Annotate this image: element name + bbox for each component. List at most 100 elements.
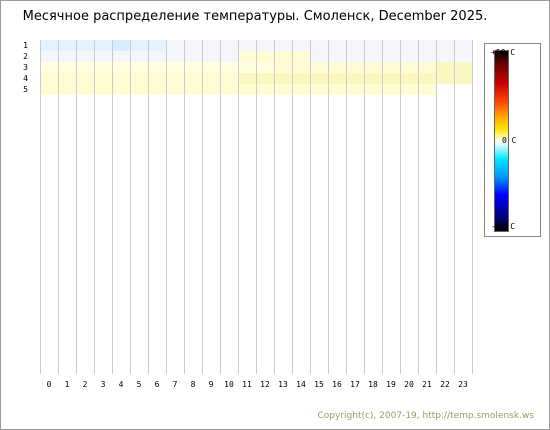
heatmap-cell <box>418 40 436 51</box>
x-tick-label: 13 <box>278 380 288 389</box>
heatmap-cell <box>148 51 166 62</box>
heatmap-cell <box>40 73 58 84</box>
heatmap-cell <box>292 73 310 84</box>
heatmap-cell <box>382 73 400 84</box>
heatmap-cell <box>184 62 202 73</box>
heatmap-cell <box>274 84 292 95</box>
heatmap-cell <box>184 84 202 95</box>
heatmap-cell <box>364 40 382 51</box>
x-tick-label: 0 <box>47 380 52 389</box>
heatmap-cell <box>364 84 382 95</box>
x-tick-label: 7 <box>173 380 178 389</box>
x-tick-label: 21 <box>422 380 432 389</box>
heatmap-cell <box>328 40 346 51</box>
heatmap-cell <box>364 51 382 62</box>
x-tick-label: 22 <box>440 380 450 389</box>
heatmap-cell <box>58 84 76 95</box>
heatmap-cell <box>184 40 202 51</box>
heatmap-cell <box>238 51 256 62</box>
heatmap-cell <box>346 62 364 73</box>
heatmap-cell <box>112 62 130 73</box>
x-tick-label: 23 <box>458 380 468 389</box>
heatmap-cell <box>292 84 310 95</box>
heatmap-cell <box>256 62 274 73</box>
heatmap-cell <box>328 84 346 95</box>
heatmap-cell <box>364 62 382 73</box>
heatmap-cell <box>346 40 364 51</box>
heatmap-cell <box>436 51 454 62</box>
x-tick-label: 20 <box>404 380 414 389</box>
heatmap-cell <box>202 40 220 51</box>
colorbar-label-min: -50 C <box>491 222 516 231</box>
heatmap-cell <box>346 73 364 84</box>
x-tick-label: 17 <box>350 380 360 389</box>
heatmap-cell <box>436 73 454 84</box>
heatmap-cell <box>112 40 130 51</box>
x-tick-label: 12 <box>260 380 270 389</box>
heatmap-cell <box>58 62 76 73</box>
heatmap-cell <box>166 62 184 73</box>
heatmap-cell <box>94 73 112 84</box>
x-tick-label: 14 <box>296 380 306 389</box>
heatmap-cell <box>76 40 94 51</box>
x-tick-label: 2 <box>83 380 88 389</box>
x-tick-label: 9 <box>209 380 214 389</box>
heatmap-cell <box>166 73 184 84</box>
heatmap-cell <box>220 73 238 84</box>
x-tick-label: 1 <box>65 380 70 389</box>
heatmap-cell <box>76 73 94 84</box>
heatmap-cell <box>310 73 328 84</box>
heatmap-cell <box>40 62 58 73</box>
heatmap-cell <box>310 40 328 51</box>
heatmap-cell <box>328 51 346 62</box>
heatmap-cell <box>310 62 328 73</box>
heatmap-cell <box>238 73 256 84</box>
y-tick-label: 1 <box>23 41 28 50</box>
heatmap-cell <box>130 62 148 73</box>
heatmap-cell <box>274 51 292 62</box>
x-tick-label: 16 <box>332 380 342 389</box>
heatmap-cell <box>76 84 94 95</box>
y-tick-label: 5 <box>23 85 28 94</box>
heatmap-cell <box>58 73 76 84</box>
x-tick-label: 15 <box>314 380 324 389</box>
heatmap-cell <box>274 62 292 73</box>
heatmap-cell <box>418 62 436 73</box>
heatmap-cell <box>130 51 148 62</box>
heatmap-cell <box>202 51 220 62</box>
heatmap-cell <box>274 40 292 51</box>
heatmap-cell <box>274 73 292 84</box>
heatmap-cell <box>364 73 382 84</box>
heatmap-cell <box>130 73 148 84</box>
heatmap-cell <box>202 73 220 84</box>
heatmap-cell <box>256 84 274 95</box>
x-tick-label: 4 <box>119 380 124 389</box>
heatmap-cell <box>454 40 472 51</box>
heatmap-cell <box>40 40 58 51</box>
heatmap-cell <box>220 84 238 95</box>
heatmap-cell <box>202 84 220 95</box>
heatmap-cell <box>454 62 472 73</box>
heatmap-cell <box>382 84 400 95</box>
heatmap-cell <box>112 84 130 95</box>
heatmap-cell <box>148 73 166 84</box>
heatmap-cell <box>184 51 202 62</box>
y-tick-label: 2 <box>23 52 28 61</box>
heatmap-cell <box>454 51 472 62</box>
heatmap-cell <box>400 51 418 62</box>
y-tick-label: 4 <box>23 74 28 83</box>
heatmap-cell <box>292 51 310 62</box>
heatmap-cell <box>400 84 418 95</box>
heatmap-cell <box>94 84 112 95</box>
x-tick-label: 8 <box>191 380 196 389</box>
heatmap-cell <box>328 62 346 73</box>
heatmap-cell <box>310 51 328 62</box>
copyright-text: Copyright(c), 2007-19, http://temp.smole… <box>317 411 535 421</box>
heatmap-cell <box>292 62 310 73</box>
heatmap-cell <box>94 51 112 62</box>
heatmap-cell <box>220 40 238 51</box>
heatmap-cell <box>310 84 328 95</box>
x-tick-label: 18 <box>368 380 378 389</box>
heatmap-cell <box>382 51 400 62</box>
